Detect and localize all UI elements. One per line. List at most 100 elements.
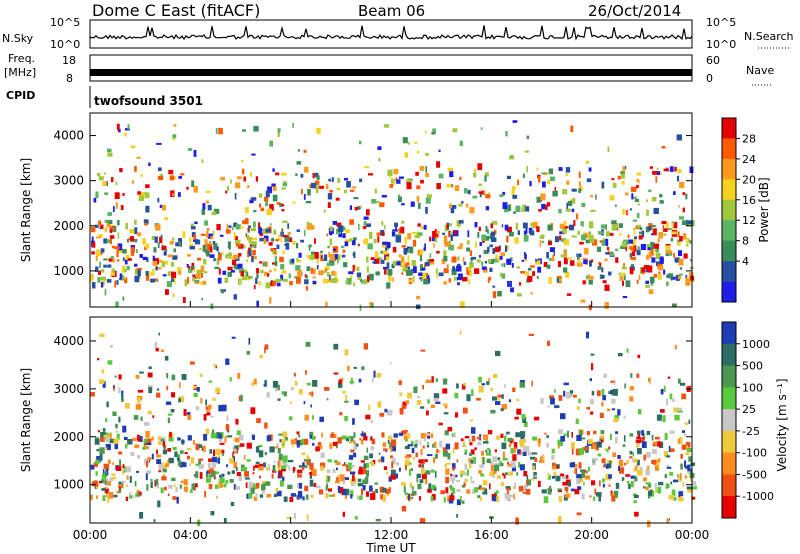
- power-echo-cell: [449, 231, 452, 236]
- power-echo-cell: [314, 238, 316, 244]
- velocity-echo-cell: [96, 449, 100, 452]
- power-echo-cell: [134, 263, 138, 267]
- power-echo-cell: [604, 284, 610, 291]
- velocity-echo-cell: [421, 464, 424, 469]
- velocity-echo-cell: [146, 470, 152, 475]
- velocity-echo-cell: [168, 438, 174, 442]
- power-echo-cell: [630, 264, 635, 269]
- velocity-echo-cell: [599, 435, 605, 439]
- power-echo-cell: [651, 196, 657, 202]
- velocity-echo-cell: [592, 496, 596, 501]
- power-echo-cell: [413, 266, 417, 273]
- velocity-echo-cell: [94, 437, 100, 441]
- power-echo-cell: [259, 233, 264, 236]
- power-echo-cell: [103, 172, 106, 175]
- power-echo-cell: [665, 222, 669, 228]
- velocity-echo-cell: [309, 471, 313, 476]
- velocity-echo-cell: [253, 378, 257, 385]
- power-echo-cell: [675, 274, 680, 281]
- power-echo-cell: [569, 199, 575, 203]
- power-echo-cell: [334, 271, 337, 278]
- velocity-echo-cell: [601, 439, 604, 443]
- velocity-echo-cell: [427, 441, 429, 445]
- velocity-echo-cell: [351, 482, 356, 487]
- velocity-echo-cell: [411, 486, 414, 491]
- power-echo-cell: [316, 175, 320, 180]
- velocity-echo-cell: [371, 438, 376, 445]
- power-echo-cell: [579, 241, 584, 245]
- power-echo-cell: [331, 270, 336, 276]
- power-echo-cell: [444, 281, 447, 284]
- power-echo-cell: [159, 236, 163, 244]
- velocity-echo-cell: [200, 397, 203, 404]
- velocity-echo-cell: [259, 494, 264, 498]
- velocity-echo-cell: [308, 392, 312, 395]
- power-colorbar-tick-label: 24: [742, 153, 756, 166]
- power-echo-cell: [501, 224, 504, 228]
- power-echo-cell: [548, 168, 554, 175]
- power-echo-cell: [393, 169, 399, 175]
- velocity-echo-cell: [623, 415, 626, 420]
- power-echo-cell: [258, 281, 261, 285]
- power-echo-cell: [178, 175, 183, 179]
- velocity-echo-cell: [335, 480, 341, 484]
- power-echo-cell: [117, 128, 121, 133]
- velocity-echo-cell: [634, 511, 639, 517]
- velocity-echo-cell: [629, 386, 634, 391]
- velocity-echo-cell: [492, 495, 497, 502]
- velocity-echo-cell: [433, 397, 439, 402]
- nsky-label: N.Sky: [2, 32, 34, 45]
- power-echo-cell: [179, 244, 182, 247]
- velocity-echo-cell: [626, 481, 630, 484]
- velocity-echo-cell: [552, 476, 556, 479]
- velocity-echo-cell: [486, 458, 491, 463]
- power-echo-cell: [106, 221, 111, 228]
- power-echo-cell: [303, 194, 306, 200]
- velocity-echo-cell: [443, 412, 449, 415]
- velocity-echo-cell: [286, 516, 290, 520]
- velocity-echo-cell: [261, 484, 266, 491]
- power-echo-cell: [450, 234, 453, 241]
- power-echo-cell: [584, 247, 589, 255]
- velocity-echo-cell: [217, 455, 221, 458]
- power-echo-cell: [597, 266, 602, 270]
- power-echo-cell: [442, 232, 446, 235]
- velocity-echo-cell: [630, 373, 633, 378]
- velocity-echo-cell: [297, 490, 303, 498]
- velocity-echo-cell: [209, 449, 212, 454]
- power-echo-cell: [216, 224, 221, 231]
- power-echo-cell: [303, 166, 309, 173]
- velocity-echo-cell: [387, 439, 390, 444]
- power-echo-cell: [104, 219, 110, 223]
- velocity-echo-cell: [552, 464, 557, 470]
- power-colorbar-segment: [722, 118, 736, 139]
- velocity-echo-cell: [624, 383, 627, 389]
- power-ytick-label: 4000: [53, 129, 84, 143]
- velocity-echo-cell: [105, 444, 111, 451]
- power-echo-cell: [630, 247, 635, 251]
- velocity-echo-cell: [359, 495, 363, 500]
- velocity-echo-cell: [187, 455, 190, 460]
- velocity-echo-cell: [360, 433, 366, 436]
- velocity-echo-cell: [592, 462, 595, 465]
- velocity-echo-cell: [452, 480, 454, 485]
- power-echo-cell: [161, 245, 167, 251]
- velocity-echo-cell: [326, 483, 329, 489]
- power-echo-cell: [567, 201, 573, 206]
- power-echo-cell: [199, 248, 202, 251]
- velocity-echo-cell: [460, 474, 463, 478]
- power-echo-cell: [612, 182, 617, 188]
- power-echo-cell: [605, 224, 607, 230]
- power-echo-cell: [672, 231, 677, 235]
- power-echo-cell: [247, 225, 251, 228]
- power-echo-cell: [458, 273, 463, 277]
- power-ylabel: Slant Range [km]: [19, 158, 33, 262]
- power-echo-cell: [346, 278, 352, 285]
- velocity-echo-cell: [362, 479, 367, 485]
- power-echo-cell: [638, 235, 643, 240]
- velocity-echo-cell: [277, 384, 280, 391]
- velocity-echo-cell: [390, 469, 396, 475]
- velocity-echo-cell: [108, 492, 114, 499]
- velocity-echo-cell: [482, 491, 488, 495]
- power-echo-cell: [116, 280, 119, 285]
